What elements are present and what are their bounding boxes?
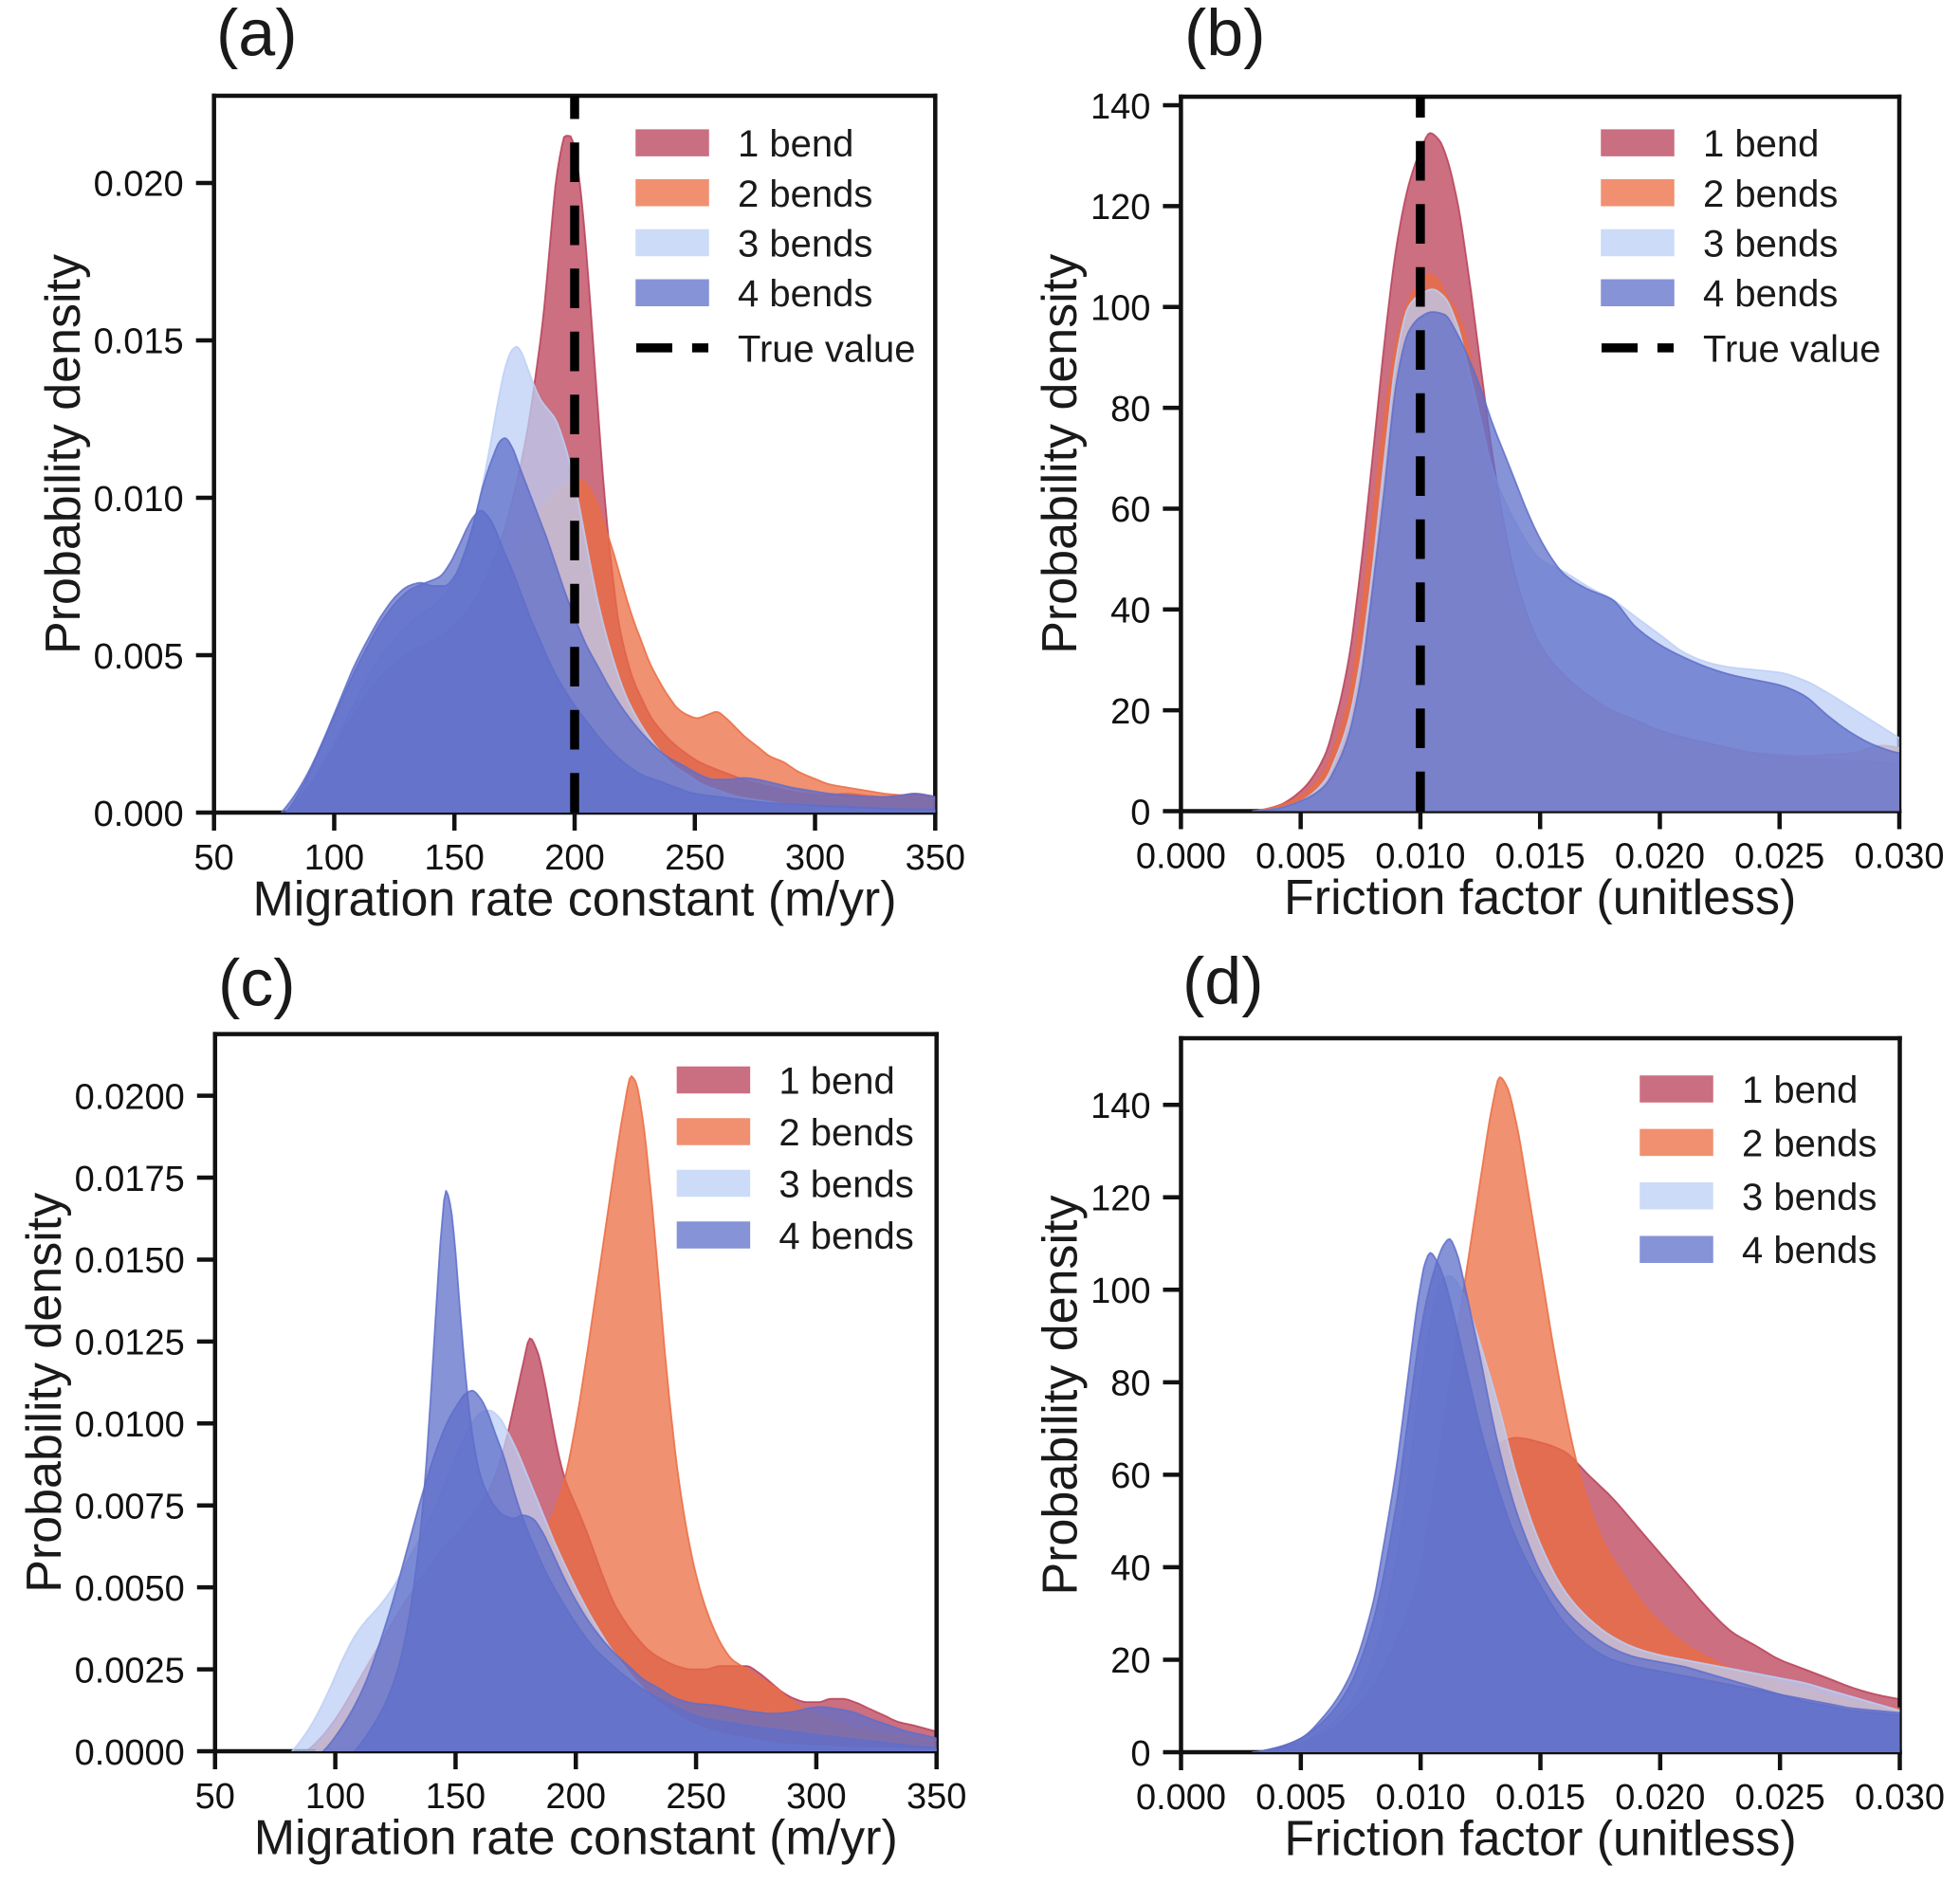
svg-text:140: 140 bbox=[1090, 1087, 1150, 1126]
svg-text:Probability density: Probability density bbox=[17, 1193, 72, 1593]
svg-text:80: 80 bbox=[1110, 390, 1150, 430]
svg-text:60: 60 bbox=[1110, 490, 1150, 530]
svg-text:0.0200: 0.0200 bbox=[75, 1077, 185, 1117]
svg-text:0.005: 0.005 bbox=[1255, 837, 1346, 877]
svg-text:0.030: 0.030 bbox=[1854, 837, 1944, 877]
svg-text:20: 20 bbox=[1110, 692, 1150, 732]
svg-text:100: 100 bbox=[1090, 1271, 1150, 1311]
svg-text:0.010: 0.010 bbox=[1375, 837, 1465, 877]
svg-text:True value: True value bbox=[1703, 328, 1881, 370]
svg-text:0.0125: 0.0125 bbox=[75, 1324, 185, 1363]
svg-text:120: 120 bbox=[1090, 188, 1150, 228]
svg-text:(d): (d) bbox=[1182, 944, 1264, 1018]
svg-text:0.0175: 0.0175 bbox=[75, 1160, 185, 1199]
svg-text:0.020: 0.020 bbox=[94, 165, 184, 205]
svg-text:4 bends: 4 bends bbox=[779, 1216, 913, 1257]
svg-text:150: 150 bbox=[425, 838, 485, 878]
svg-text:60: 60 bbox=[1110, 1456, 1150, 1496]
svg-text:0.0025: 0.0025 bbox=[75, 1651, 185, 1691]
svg-text:2 bends: 2 bends bbox=[1742, 1123, 1877, 1164]
svg-text:40: 40 bbox=[1110, 592, 1150, 631]
svg-text:1 bend: 1 bend bbox=[738, 123, 853, 165]
svg-text:80: 80 bbox=[1110, 1364, 1150, 1404]
svg-text:100: 100 bbox=[304, 838, 364, 878]
svg-text:0.005: 0.005 bbox=[94, 637, 184, 677]
svg-text:Probability density: Probability density bbox=[36, 254, 91, 654]
svg-text:Probability density: Probability density bbox=[1033, 254, 1088, 654]
svg-text:2 bends: 2 bends bbox=[1703, 174, 1838, 215]
svg-text:0.0000: 0.0000 bbox=[75, 1733, 185, 1773]
svg-text:0: 0 bbox=[1130, 793, 1150, 832]
svg-text:140: 140 bbox=[1090, 87, 1150, 127]
svg-text:3 bends: 3 bends bbox=[1703, 223, 1838, 265]
svg-text:0.000: 0.000 bbox=[94, 795, 184, 834]
svg-text:0.030: 0.030 bbox=[1855, 1778, 1945, 1818]
svg-text:40: 40 bbox=[1110, 1549, 1150, 1589]
svg-text:0.000: 0.000 bbox=[1136, 1778, 1226, 1818]
svg-text:0: 0 bbox=[1130, 1734, 1150, 1774]
svg-text:250: 250 bbox=[666, 1777, 725, 1817]
svg-text:350: 350 bbox=[906, 838, 965, 878]
svg-text:20: 20 bbox=[1110, 1641, 1150, 1681]
svg-text:(a): (a) bbox=[216, 0, 298, 70]
svg-text:4 bends: 4 bends bbox=[1742, 1230, 1877, 1271]
svg-text:200: 200 bbox=[546, 1777, 606, 1817]
svg-text:Migration rate constant (m/yr): Migration rate constant (m/yr) bbox=[254, 1811, 898, 1866]
svg-text:0.010: 0.010 bbox=[1376, 1778, 1466, 1818]
svg-text:1 bend: 1 bend bbox=[1742, 1070, 1858, 1111]
svg-text:50: 50 bbox=[194, 838, 234, 878]
svg-text:True value: True value bbox=[738, 328, 916, 370]
svg-text:0.0075: 0.0075 bbox=[75, 1487, 185, 1527]
svg-text:120: 120 bbox=[1090, 1180, 1150, 1219]
svg-text:2 bends: 2 bends bbox=[738, 174, 872, 215]
svg-text:Probability density: Probability density bbox=[1033, 1196, 1088, 1596]
svg-text:0.020: 0.020 bbox=[1615, 1778, 1705, 1818]
svg-text:300: 300 bbox=[786, 1777, 846, 1817]
svg-text:0.015: 0.015 bbox=[1495, 837, 1585, 877]
svg-text:0.010: 0.010 bbox=[94, 480, 184, 520]
svg-text:4 bends: 4 bends bbox=[738, 273, 872, 315]
svg-text:50: 50 bbox=[195, 1777, 235, 1817]
svg-text:100: 100 bbox=[305, 1777, 365, 1817]
svg-text:3 bends: 3 bends bbox=[779, 1163, 913, 1205]
svg-text:3 bends: 3 bends bbox=[738, 223, 872, 265]
svg-text:Migration rate constant (m/yr): Migration rate constant (m/yr) bbox=[252, 872, 896, 927]
svg-text:1 bend: 1 bend bbox=[1703, 123, 1819, 165]
svg-text:300: 300 bbox=[785, 838, 845, 878]
svg-text:150: 150 bbox=[426, 1777, 485, 1817]
svg-text:0.0150: 0.0150 bbox=[75, 1241, 185, 1281]
svg-text:0.000: 0.000 bbox=[1136, 837, 1226, 877]
svg-text:0.0050: 0.0050 bbox=[75, 1569, 185, 1609]
svg-text:0.0100: 0.0100 bbox=[75, 1405, 185, 1445]
svg-text:(b): (b) bbox=[1184, 0, 1266, 70]
svg-text:(c): (c) bbox=[218, 946, 296, 1020]
svg-text:0.015: 0.015 bbox=[94, 322, 184, 362]
svg-text:0.025: 0.025 bbox=[1735, 1778, 1825, 1818]
svg-text:1 bend: 1 bend bbox=[779, 1060, 894, 1102]
svg-text:0.020: 0.020 bbox=[1615, 837, 1705, 877]
svg-text:350: 350 bbox=[907, 1777, 966, 1817]
svg-text:Friction factor (unitless): Friction factor (unitless) bbox=[1284, 870, 1796, 925]
svg-text:3 bends: 3 bends bbox=[1742, 1177, 1877, 1218]
svg-text:0.015: 0.015 bbox=[1495, 1778, 1585, 1818]
svg-text:2 bends: 2 bends bbox=[779, 1112, 913, 1154]
svg-text:0.005: 0.005 bbox=[1255, 1778, 1346, 1818]
svg-text:Friction factor (unitless): Friction factor (unitless) bbox=[1284, 1812, 1796, 1867]
svg-text:200: 200 bbox=[544, 838, 604, 878]
svg-text:0.025: 0.025 bbox=[1734, 837, 1824, 877]
svg-text:4 bends: 4 bends bbox=[1703, 273, 1838, 315]
svg-text:250: 250 bbox=[665, 838, 724, 878]
svg-text:100: 100 bbox=[1090, 289, 1150, 329]
